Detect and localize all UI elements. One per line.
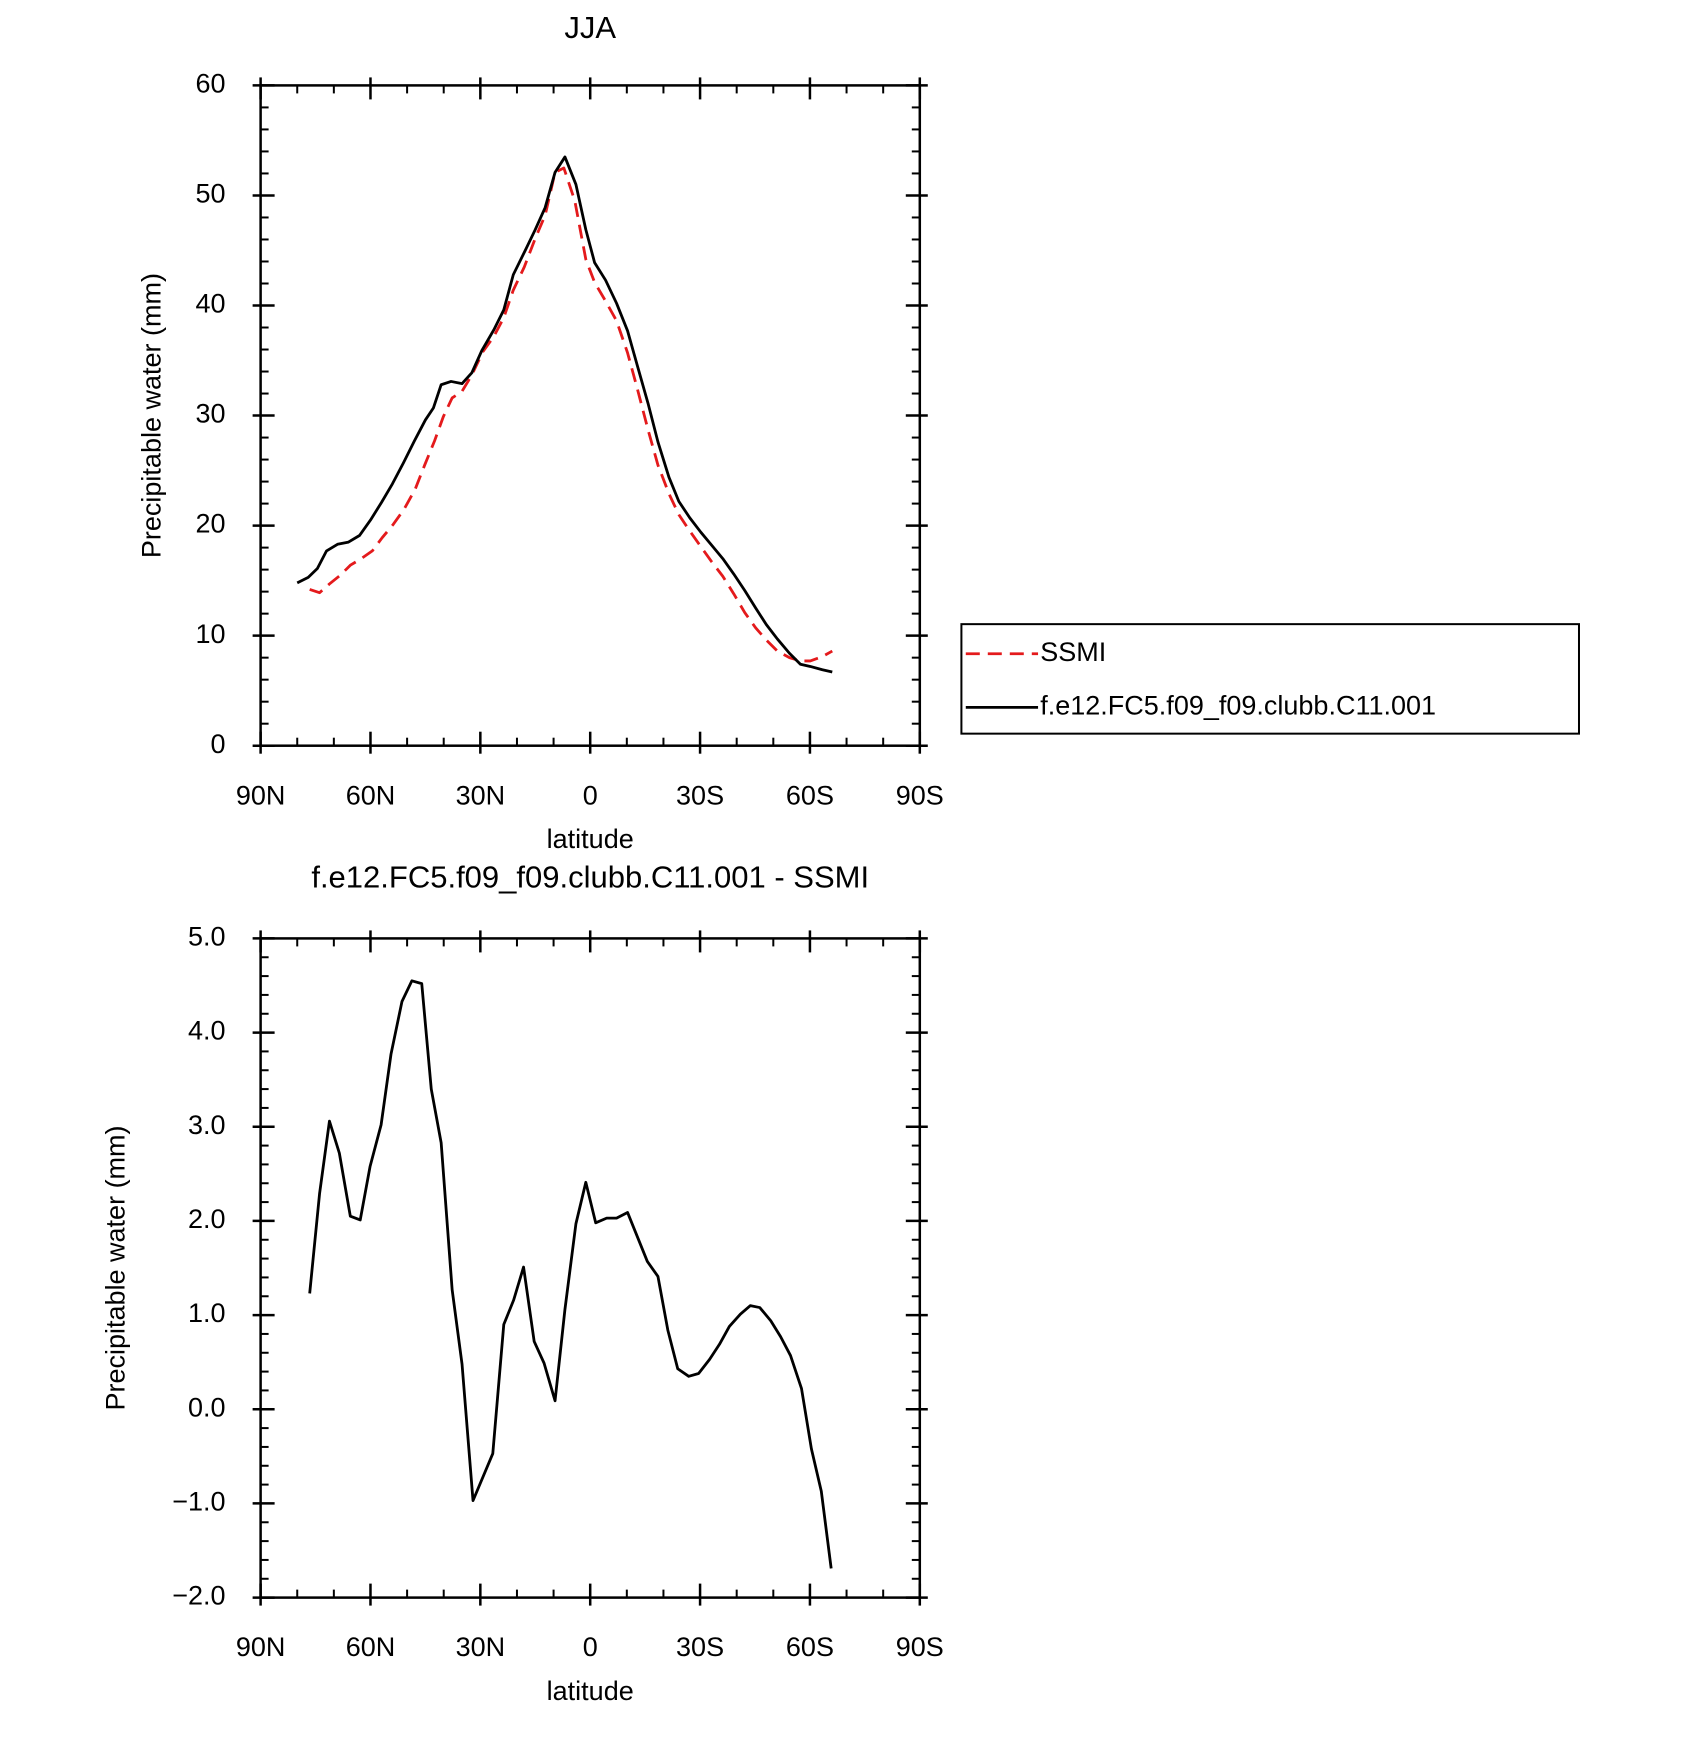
x-tick-label: 90S <box>896 1632 944 1662</box>
x-tick-label: 60S <box>786 1632 834 1662</box>
data-line <box>308 979 833 1569</box>
y-tick-label: 60 <box>196 69 226 99</box>
x-tick-label: 60S <box>786 780 834 810</box>
x-tick-label: 30S <box>676 1632 724 1662</box>
y-tick-label: 0 <box>211 729 226 759</box>
y-tick-label: 5.0 <box>188 922 226 952</box>
y-tick-label: 0.0 <box>188 1392 226 1422</box>
x-tick-label: 90N <box>236 1632 286 1662</box>
x-axis-label: latitude <box>547 1676 634 1706</box>
x-axis-label: latitude <box>547 824 634 854</box>
x-tick-label: 0 <box>583 780 598 810</box>
legend-label: f.e12.FC5.f09_f09.clubb.C11.001 <box>1040 690 1436 720</box>
x-tick-label: 0 <box>583 1632 598 1662</box>
chart-title: f.e12.FC5.f09_f09.clubb.C11.001 - SSMI <box>311 859 869 894</box>
x-tick-label: 60N <box>346 780 396 810</box>
y-tick-label: 10 <box>196 619 226 649</box>
y-tick-label: 30 <box>196 399 226 429</box>
y-tick-label: 20 <box>196 509 226 539</box>
y-tick-label: 2.0 <box>188 1204 226 1234</box>
y-tick-label: 4.0 <box>188 1016 226 1046</box>
x-tick-label: 60N <box>346 1632 396 1662</box>
legend-label: SSMI <box>1040 637 1106 667</box>
x-tick-label: 30N <box>456 780 506 810</box>
y-tick-label: 50 <box>196 179 226 209</box>
plot-frame <box>259 84 922 747</box>
data-line <box>309 166 833 663</box>
y-tick-label: 1.0 <box>188 1298 226 1328</box>
x-tick-label: 90N <box>236 780 286 810</box>
x-tick-label: 30S <box>676 780 724 810</box>
y-axis-label: Precipitable water (mm) <box>100 1125 130 1410</box>
y-tick-label: 3.0 <box>188 1110 226 1140</box>
x-tick-label: 90S <box>896 780 944 810</box>
data-line <box>296 155 833 674</box>
y-tick-label: −1.0 <box>172 1487 225 1517</box>
chart-title: JJA <box>564 10 616 45</box>
y-axis-label: Precipitable water (mm) <box>136 273 166 558</box>
legend-box <box>960 623 1580 735</box>
y-tick-label: −2.0 <box>172 1581 225 1611</box>
x-tick-label: 30N <box>456 1632 506 1662</box>
y-tick-label: 40 <box>196 289 226 319</box>
